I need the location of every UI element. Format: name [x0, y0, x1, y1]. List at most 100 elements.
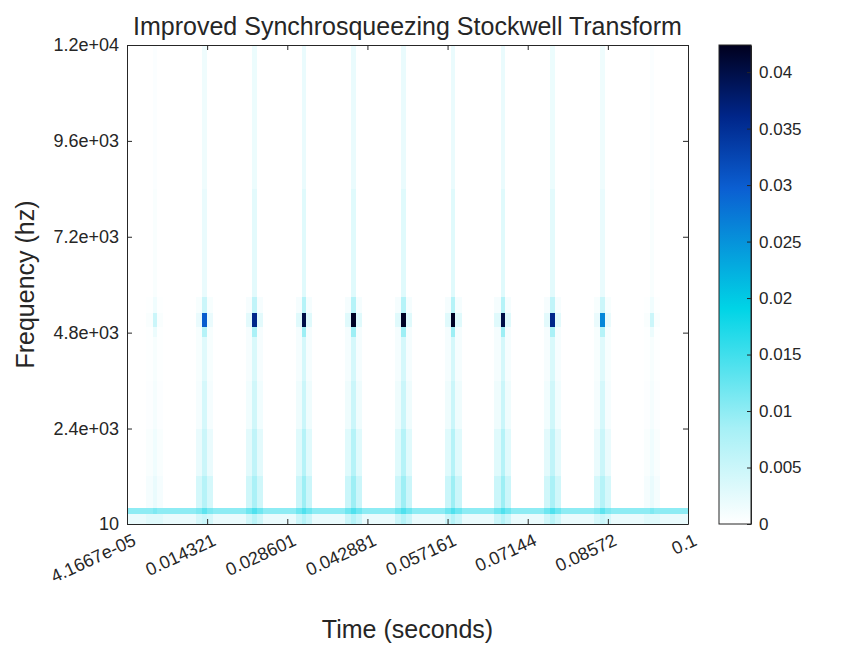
heat-cell [544, 327, 550, 337]
heat-cell [312, 297, 345, 313]
heat-cell [650, 189, 654, 297]
x-tick [528, 45, 529, 50]
heat-cell [555, 337, 561, 381]
heat-cell [544, 45, 550, 189]
heat-cell [302, 327, 306, 337]
x-tick [127, 45, 128, 50]
heat-cell [412, 508, 445, 514]
heat-cell [455, 313, 461, 327]
x-tick-mark [448, 45, 449, 50]
heat-cell [157, 429, 163, 477]
heat-cell [505, 45, 511, 189]
heat-cell [351, 514, 355, 524]
heat-cell [202, 297, 206, 313]
heat-cell [550, 429, 554, 477]
x-axis: 4.1667e-050.0143210.0286010.0428810.0571… [48, 519, 700, 587]
heat-cell [362, 429, 395, 477]
heat-cell [252, 381, 256, 429]
colorbar-ramp [719, 45, 751, 524]
heat-cell [362, 381, 395, 429]
x-axis-top [128, 45, 689, 50]
heat-cell [401, 327, 405, 337]
heat-cell [501, 297, 505, 313]
frame-right [688, 46, 689, 525]
heat-cell [650, 514, 654, 524]
heat-cell [202, 381, 206, 429]
heat-cell [157, 381, 163, 429]
heat-cell [345, 313, 351, 327]
heat-cell [196, 327, 202, 337]
heat-cell [505, 514, 511, 524]
heat-cell [207, 381, 213, 429]
colorbar-tick: 0.035 [747, 120, 802, 139]
heat-cell [561, 297, 594, 313]
heat-cell [312, 337, 345, 381]
heat-cell [345, 189, 351, 297]
x-tick [608, 45, 609, 50]
heat-cell [501, 429, 505, 477]
heat-cell [451, 327, 455, 337]
y-tick-mark [127, 141, 132, 142]
heat-cell [406, 337, 412, 381]
y-tick: 4.8e+03 [53, 323, 132, 343]
heat-cell [462, 45, 495, 189]
frame-top [128, 45, 689, 46]
heat-cell [163, 337, 196, 381]
heat-cell [263, 45, 296, 189]
heat-cell [345, 429, 351, 477]
heat-cell [351, 476, 355, 508]
heat-cell [494, 313, 500, 327]
heat-cell [501, 313, 505, 327]
heat-cell [296, 313, 302, 327]
heat-cell [555, 297, 561, 313]
heat-cell [207, 327, 213, 337]
heat-cell [306, 508, 312, 514]
heat-cell [213, 45, 246, 189]
heat-cell [196, 313, 202, 327]
heat-cell [157, 297, 163, 313]
heat-cell [654, 297, 660, 313]
heat-cell [146, 381, 152, 429]
colorbar-tick-mark [747, 411, 751, 412]
heat-cell [660, 45, 688, 189]
heat-cell [455, 297, 461, 313]
heat-cell [306, 337, 312, 381]
heat-cell [395, 429, 401, 477]
heat-cell [406, 45, 412, 189]
colorbar-tick-label: 0.01 [759, 402, 792, 421]
heat-cell [654, 327, 660, 337]
heat-cell [605, 313, 611, 327]
heat-cell [494, 429, 500, 477]
heat-cell [455, 508, 461, 514]
heat-cell [445, 297, 451, 313]
colorbar-axis-line [751, 46, 752, 525]
heat-cell [263, 189, 296, 297]
heat-cell [263, 476, 296, 508]
heat-cell [356, 381, 362, 429]
heat-cell [246, 313, 252, 327]
heat-cell [561, 337, 594, 381]
y-tick [683, 45, 688, 46]
heat-cell [302, 508, 306, 514]
heat-cell [127, 189, 146, 297]
x-tick [367, 45, 368, 50]
heat-cell [395, 45, 401, 189]
heat-cell [644, 45, 650, 189]
heat-cell [127, 429, 146, 477]
heat-cell [345, 297, 351, 313]
heat-cell [462, 327, 495, 337]
plot-background [127, 45, 688, 524]
heat-cell [213, 476, 246, 508]
heat-cell [213, 514, 246, 524]
heat-cell [207, 313, 213, 327]
heat-cell [555, 45, 561, 189]
heat-cell [605, 429, 611, 477]
heat-cell [644, 381, 650, 429]
heat-cell [252, 45, 256, 189]
heat-cell [654, 429, 660, 477]
heat-cell [127, 45, 146, 189]
heat-cell [555, 429, 561, 477]
heat-cell [302, 381, 306, 429]
colorbar-tick-label: 0.02 [759, 289, 792, 308]
heat-cell [462, 337, 495, 381]
